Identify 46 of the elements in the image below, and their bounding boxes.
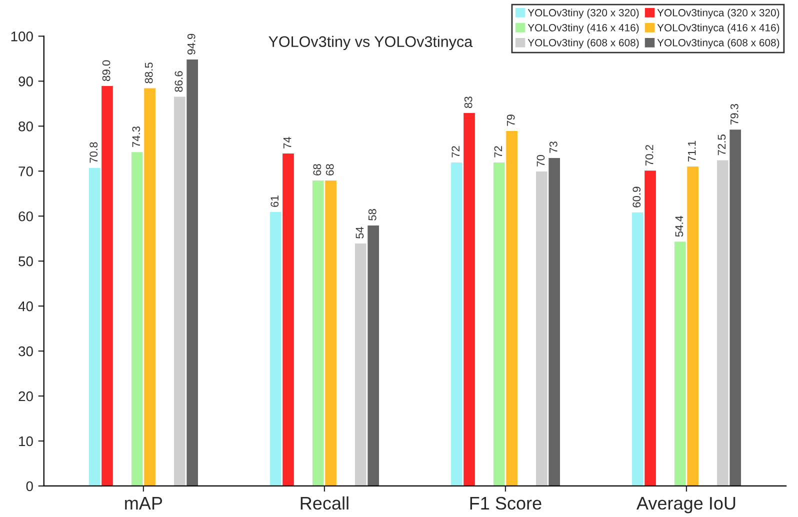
data-label: 74 xyxy=(283,136,292,148)
data-label: 70 xyxy=(536,155,545,166)
data-label: 72.5 xyxy=(718,134,726,156)
data-label: 72 xyxy=(452,146,460,158)
legend-label: YOLOv3tinyca (608 x 608) xyxy=(657,38,780,48)
legend-label: YOLOv3tinyca (416 x 416) xyxy=(657,24,780,34)
data-label: 73 xyxy=(549,142,558,153)
data-label: 74.3 xyxy=(132,126,140,148)
data-label: 94.9 xyxy=(187,34,196,54)
data-label: 54.4 xyxy=(675,216,684,237)
y-tick-label: 30 xyxy=(18,346,33,356)
data-label: 61 xyxy=(270,196,279,207)
y-tick-label: 40 xyxy=(18,301,33,312)
y-tick-label: 0 xyxy=(26,481,33,492)
data-label: 72 xyxy=(494,146,502,158)
y-tick-label: 10 xyxy=(19,436,33,446)
y-tick-label: 50 xyxy=(18,256,33,266)
y-tick-label: 20 xyxy=(18,391,33,402)
data-label: 88.5 xyxy=(144,62,153,84)
data-label: 58 xyxy=(368,209,376,220)
data-label: 86.6 xyxy=(174,71,183,92)
legend-label: YOLOv3tiny (416 x 416) xyxy=(528,24,639,34)
data-label: 70.2 xyxy=(645,144,654,166)
y-tick-label: 70 xyxy=(18,166,33,176)
y-tick-label: 80 xyxy=(18,121,33,132)
legend-label: YOLOv3tiny (608 x 608) xyxy=(528,38,639,48)
data-label: 89.0 xyxy=(102,60,110,82)
legend-label: YOLOv3tinyca (320 x 320) xyxy=(657,8,780,18)
x-tick-label: F1 Score xyxy=(470,496,542,510)
y-tick-label: 100 xyxy=(11,32,33,42)
legend-label: YOLOv3tiny (320 x 320) xyxy=(528,8,639,18)
y-tick-label: 60 xyxy=(18,211,33,222)
data-label: 79.3 xyxy=(730,104,738,125)
data-label: 83 xyxy=(464,96,472,108)
data-label: 54 xyxy=(356,226,364,238)
data-label: 71.1 xyxy=(688,140,696,162)
x-tick-label: Average IoU xyxy=(636,497,736,514)
x-tick-label: mAP xyxy=(125,497,162,510)
y-tick-label: 90 xyxy=(18,76,33,86)
data-label: 79 xyxy=(506,114,515,126)
x-tick-label: Recall xyxy=(300,496,348,510)
data-label: 68 xyxy=(313,164,322,176)
data-label: 70.8 xyxy=(90,142,98,163)
chart-title: YOLOv3tiny vs YOLOv3tinyca xyxy=(268,36,473,50)
data-label: 68 xyxy=(326,164,334,176)
data-label: 60.9 xyxy=(632,186,641,208)
